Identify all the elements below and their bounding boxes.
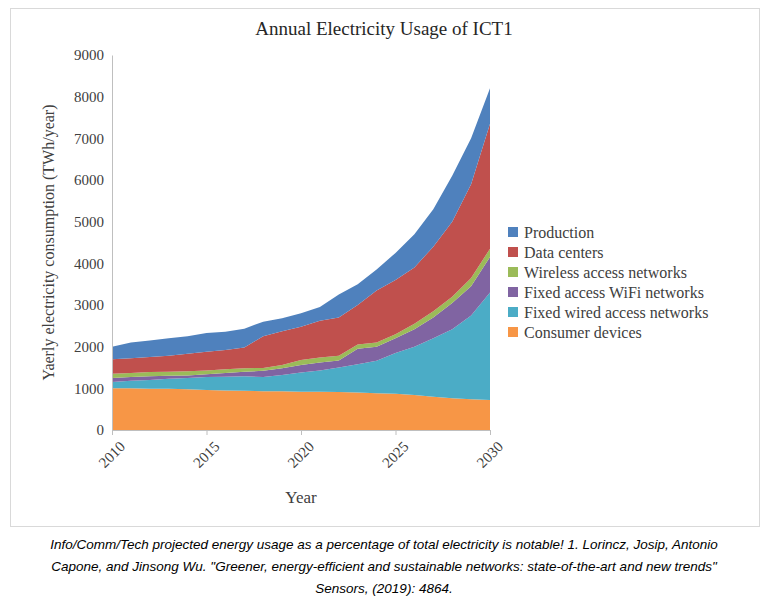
x-tick-mark bbox=[112, 430, 113, 435]
x-tick-label: 2010 bbox=[96, 438, 129, 471]
legend-label: Wireless access networks bbox=[524, 264, 687, 281]
x-tick-mark bbox=[490, 430, 491, 435]
legend: Production Data centers Wireless access ne… bbox=[508, 224, 708, 341]
y-tick: 6000 bbox=[74, 172, 112, 188]
y-tick: 9000 bbox=[74, 47, 112, 63]
y-tick-label: 1000 bbox=[74, 381, 104, 397]
y-tick-label: 8000 bbox=[74, 89, 104, 105]
y-tick: 2000 bbox=[74, 339, 112, 355]
x-tick: 2025 bbox=[379, 430, 412, 471]
legend-label: Production bbox=[524, 224, 594, 241]
y-tick-label: 9000 bbox=[74, 47, 104, 63]
x-tick: 2015 bbox=[190, 430, 223, 471]
x-tick: 2010 bbox=[96, 430, 129, 471]
x-axis: 2010 2015 2020 2025 2030 bbox=[96, 430, 507, 471]
legend-swatch bbox=[508, 327, 518, 337]
x-tick: 2020 bbox=[285, 430, 318, 471]
y-tick: 4000 bbox=[74, 256, 112, 272]
y-tick-label: 0 bbox=[97, 422, 105, 438]
y-axis: 0 1000 2000 3000 4000 5000 6000 7000 8000 9000 bbox=[74, 47, 113, 438]
x-tick-label: 2020 bbox=[285, 438, 318, 471]
area-series bbox=[112, 124, 490, 374]
y-tick: 5000 bbox=[74, 214, 112, 230]
chart-title: Annual Electricity Usage of ICT1 bbox=[255, 18, 512, 39]
legend-swatch bbox=[508, 307, 518, 317]
legend-swatch bbox=[508, 227, 518, 237]
legend-label: Fixed access WiFi networks bbox=[524, 284, 704, 301]
legend-swatch bbox=[508, 267, 518, 277]
caption-line: Sensors, (2019): 4864. bbox=[315, 581, 452, 596]
chart: 0 1000 2000 3000 4000 5000 6000 7000 8000 9000 201… bbox=[0, 0, 769, 607]
legend-label: Fixed wired access networks bbox=[524, 304, 708, 321]
y-axis-line bbox=[112, 56, 113, 431]
y-tick-label: 6000 bbox=[74, 172, 104, 188]
x-tick: 2030 bbox=[474, 430, 507, 471]
y-tick: 0 bbox=[97, 422, 113, 438]
x-axis-title: Year bbox=[285, 488, 317, 507]
x-tick-mark bbox=[207, 430, 208, 435]
caption-line: Info/Comm/Tech projected energy usage as… bbox=[50, 537, 718, 552]
y-tick-label: 7000 bbox=[74, 131, 104, 147]
x-axis-line bbox=[113, 431, 491, 436]
legend-label: Data centers bbox=[524, 244, 604, 261]
y-axis-title: Yaerly electricity consumption (TWh/year… bbox=[40, 104, 58, 380]
x-tick-label: 2015 bbox=[190, 438, 223, 471]
x-tick-label: 2025 bbox=[379, 438, 412, 471]
y-tick-label: 3000 bbox=[74, 297, 104, 313]
x-tick-mark bbox=[301, 430, 302, 435]
x-tick-label: 2030 bbox=[474, 438, 507, 471]
y-tick: 3000 bbox=[74, 297, 112, 313]
plot-area bbox=[112, 88, 490, 430]
legend-swatch bbox=[508, 287, 518, 297]
caption-line: Capone, and Jinsong Wu. "Greener, energy… bbox=[51, 559, 718, 574]
y-tick: 1000 bbox=[74, 381, 112, 397]
legend-label: Consumer devices bbox=[524, 324, 642, 341]
y-tick-label: 2000 bbox=[74, 339, 104, 355]
y-tick-label: 4000 bbox=[74, 256, 104, 272]
area-series bbox=[112, 88, 490, 359]
x-tick-mark bbox=[396, 430, 397, 435]
chart-frame bbox=[11, 9, 760, 527]
legend-swatch bbox=[508, 247, 518, 257]
y-tick: 8000 bbox=[74, 89, 112, 105]
y-tick: 7000 bbox=[74, 131, 112, 147]
y-tick-label: 5000 bbox=[74, 214, 104, 230]
